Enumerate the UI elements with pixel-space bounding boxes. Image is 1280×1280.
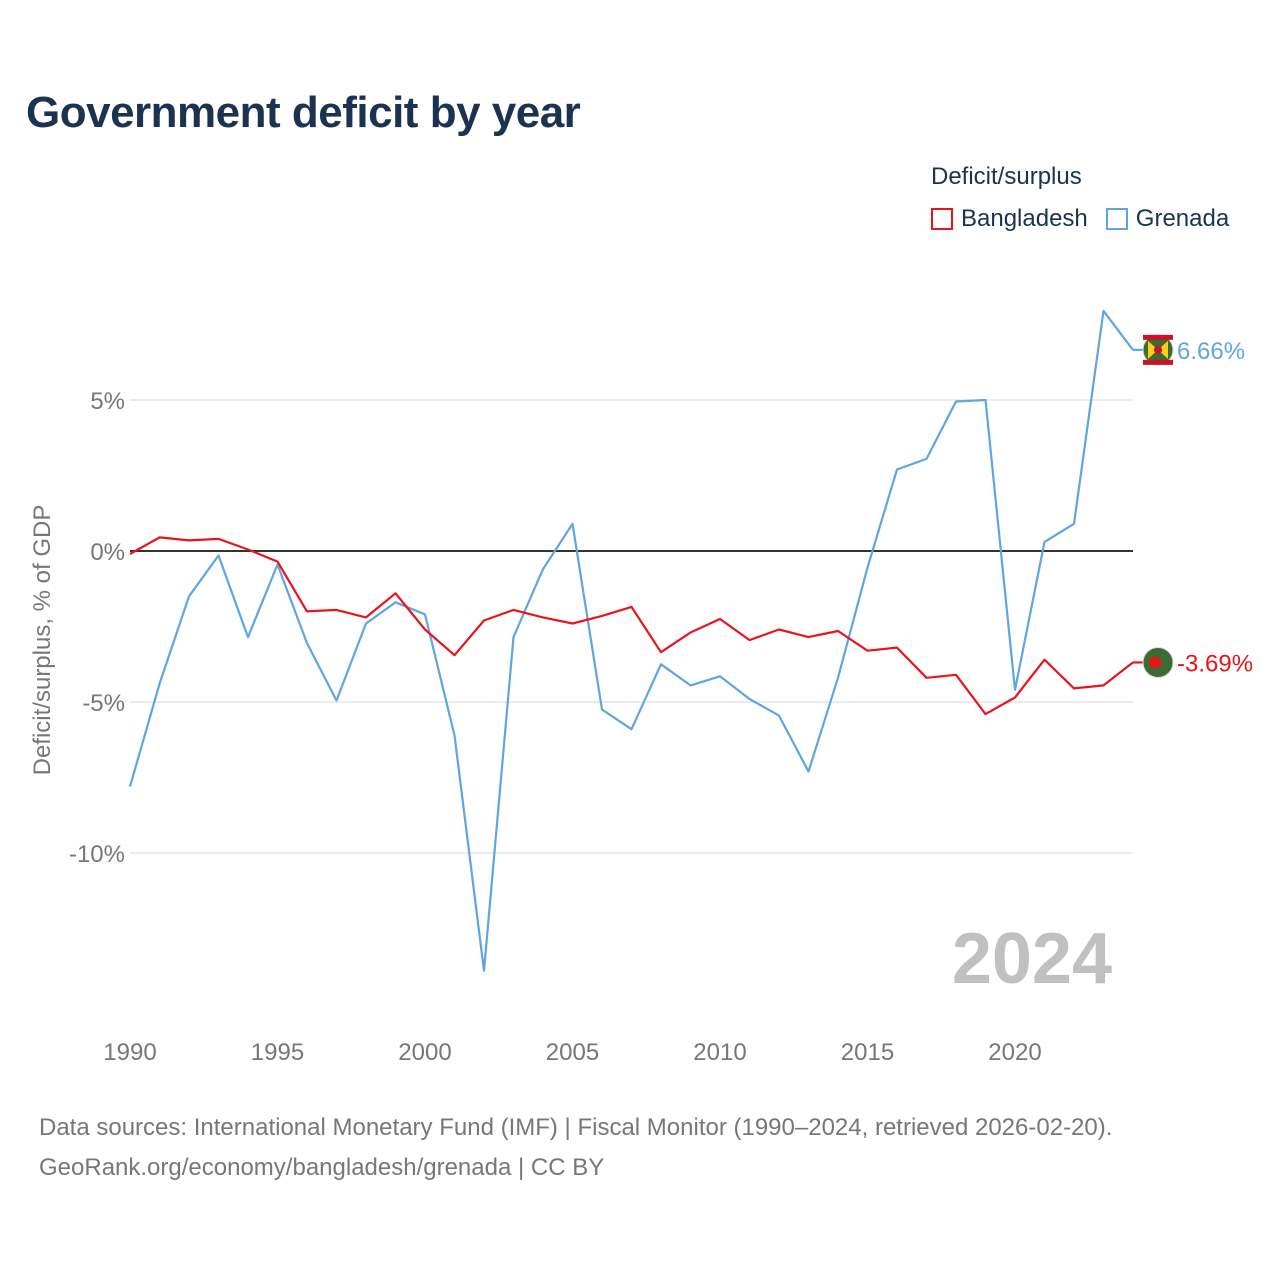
flag-band (1143, 334, 1173, 340)
flag-marker-bangladesh (1142, 646, 1174, 678)
series-line-bangladesh (129, 536, 1134, 716)
legend-label-bangladesh: Bangladesh (961, 205, 1088, 232)
gridlines (130, 399, 1133, 854)
series-lines (128, 309, 1134, 972)
legend-title: Deficit/surplus (931, 163, 1082, 190)
legend-item-grenada[interactable]: Grenada (1105, 205, 1230, 233)
flag-marker-grenada (1142, 334, 1174, 366)
x-tick-label: 2015 (841, 1039, 894, 1066)
y-axis-label: Deficit/surplus, % of GDP (29, 505, 56, 776)
flag-band (1143, 359, 1173, 365)
x-tick-label: 1995 (251, 1039, 304, 1066)
legend-swatch-grenada (1105, 208, 1128, 230)
end-value-label-grenada: 6.66% (1177, 338, 1245, 365)
end-value-label-bangladesh: -3.69% (1177, 650, 1253, 677)
x-tick-label: 2005 (546, 1039, 599, 1066)
x-tick-label: 2020 (988, 1039, 1041, 1066)
y-tick-label: 0% (90, 539, 125, 566)
end-markers: 6.66% -3.69% (1133, 334, 1253, 678)
x-tick-label: 2010 (693, 1039, 746, 1066)
x-tick-label: 1990 (103, 1039, 156, 1066)
x-axis-ticks: 1990 1995 2000 2005 2010 2015 2020 (103, 1039, 1041, 1066)
legend-swatch-bangladesh (931, 208, 953, 230)
series-line-grenada (128, 309, 1134, 972)
legend-label-grenada: Grenada (1135, 205, 1230, 232)
footer-link[interactable]: GeoRank.org/economy/bangladesh/grenada |… (39, 1154, 605, 1181)
legend-item-bangladesh[interactable]: Bangladesh (931, 205, 1088, 233)
y-tick-label: -10% (69, 841, 125, 868)
legend: Bangladesh Grenada (931, 205, 1247, 233)
y-tick-label: -5% (82, 690, 125, 717)
flag-center (1154, 345, 1162, 354)
flag-disc (1149, 656, 1161, 669)
chart-title: Government deficit by year (26, 88, 581, 137)
y-tick-label: 5% (90, 388, 125, 415)
footer: Data sources: International Monetary Fun… (39, 1108, 1112, 1188)
footer-sources: Data sources: International Monetary Fun… (39, 1114, 1113, 1141)
y-axis-ticks: 5% 0% -5% -10% (69, 388, 125, 868)
year-watermark: 2024 (952, 919, 1112, 999)
x-tick-label: 2000 (398, 1039, 451, 1066)
